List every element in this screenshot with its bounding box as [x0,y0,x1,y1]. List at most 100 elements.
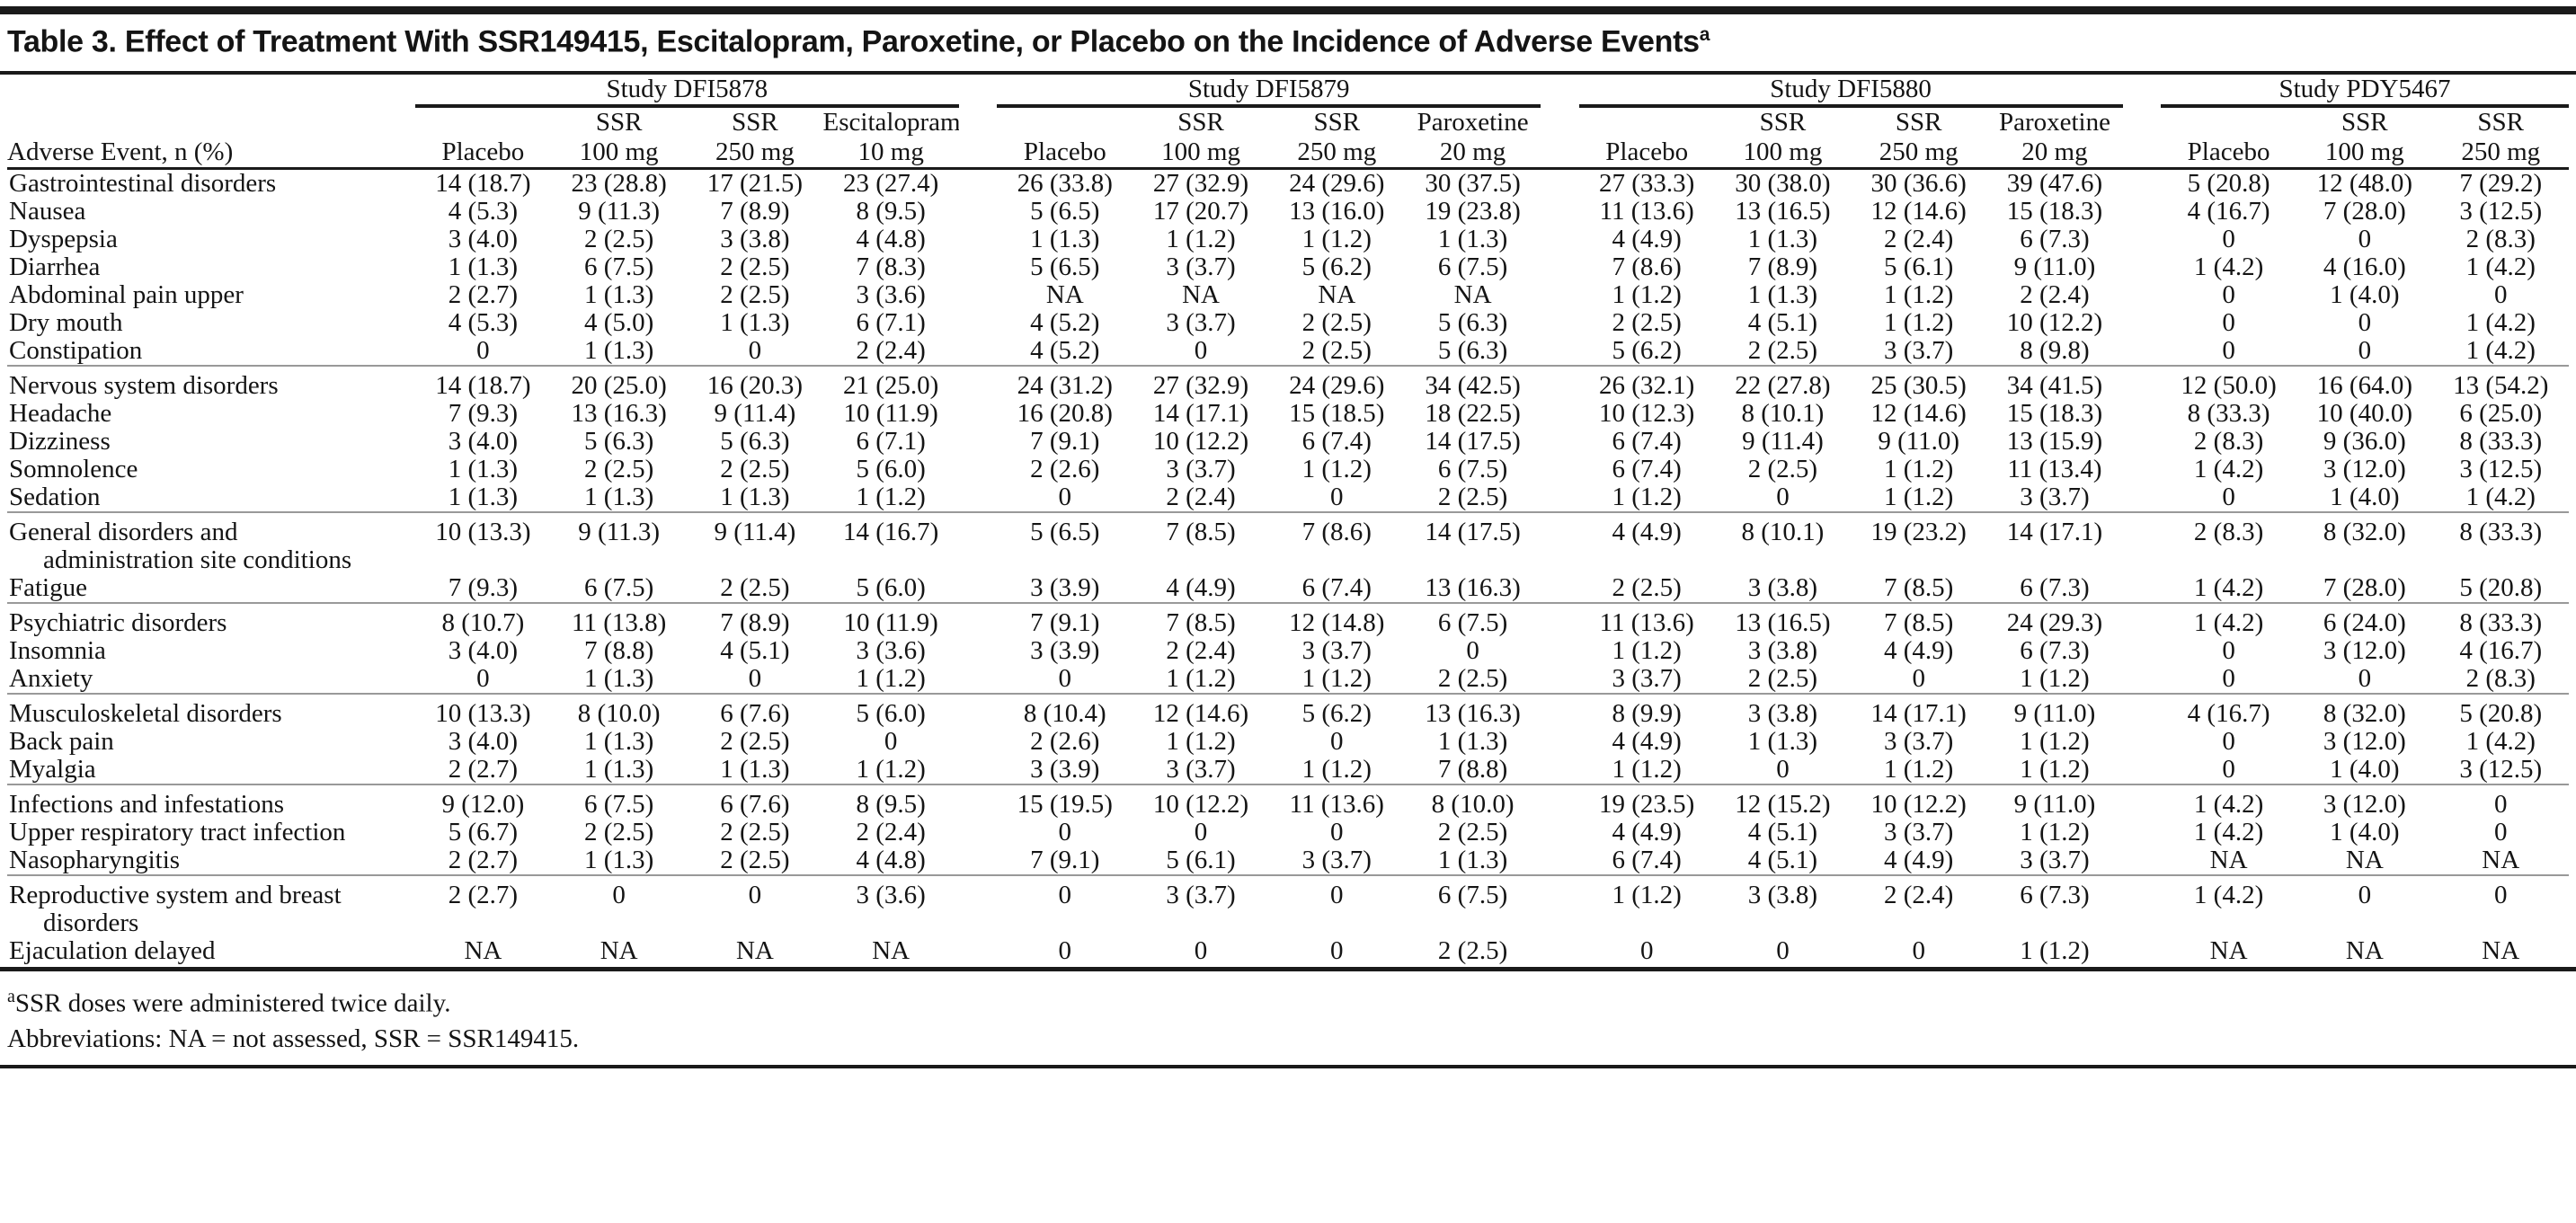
table-cell: 3 (3.7) [1166,756,1236,784]
table-cell: 1 (1.2) [1612,483,1682,512]
table-row: Dizziness 3 (4.0) 5 (6.3) 5 (6.3) 6 (7.1) 7 (… [7,428,2569,456]
cell-gap [2123,637,2161,665]
row-label: Somnolence [7,456,415,483]
cell-gap [2122,365,2161,401]
row-label: Sedation [7,483,415,512]
drug-header: SSR [1895,108,1942,137]
table-cell: NA [2482,937,2520,966]
table-cell: 6 (7.5) [551,784,688,820]
table-cell: 3 (3.7) [1884,819,1954,847]
table-cell: 1 (4.2) [2193,819,2264,847]
table-cell: 14 (17.5) [1404,511,1541,575]
cell-gap [2122,602,2161,638]
table-cell: 1 (4.0) [2330,281,2400,310]
drug-gap [2123,106,2161,137]
table-cell: 3 (3.6) [822,874,959,938]
table-cell: 1 (1.2) [2020,665,2090,694]
table-cell: 1 (4.0) [2330,819,2400,847]
table-cell: 1 (1.2) [2020,756,2090,784]
dose-header: 250 mg [2432,137,2569,171]
table-cell: 0 [1639,937,1654,966]
table-cell: NA [464,937,502,966]
table-cell: 15 (19.5) [997,784,1133,820]
dose-header: Placebo [1578,137,1715,171]
table-cell: 7 (9.1) [1030,846,1100,875]
table-row: Psychiatric disorders 8 (10.7) 11 (13.8) 7 … [7,602,2569,638]
row-label: Dizziness [7,428,415,456]
cell-gap [958,784,998,820]
table-cell: 14 (17.1) [1152,400,1249,429]
table-cell: 7 (8.9) [687,602,823,638]
table-cell: 1 (4.0) [2330,756,2400,784]
study-spanner: Study DFI5879 [997,75,1541,109]
table-cell: 7 (9.3) [448,400,519,429]
table-cell: 11 (13.8) [551,602,688,638]
table-cell: 2 (8.3) [2465,665,2536,694]
table-cell: 19 (23.2) [1851,511,1987,575]
table-cell: 1 (1.2) [856,756,926,784]
table-cell: 2 (2.5) [1301,337,1372,366]
cell-gap [1541,937,1578,965]
table-cell: 2 (2.5) [1437,819,1508,847]
cell-gap [959,400,997,428]
row-label-line1: Musculoskeletal disorders [9,699,282,729]
table-cell: 13 (54.2) [2432,365,2569,401]
table-row: Myalgia 2 (2.7) 1 (1.3) 1 (1.3) 1 (1.2) 3 (3.… [7,756,2569,784]
table-cell: 0 [1466,637,1479,666]
table-cell: 6 (7.4) [1612,428,1682,456]
table-cell: 0 [687,874,823,938]
table-cell: 6 (7.3) [2020,637,2090,666]
cell-gap [959,937,997,965]
cell-gap [1541,456,1578,483]
cell-gap [959,728,997,756]
table-cell: 11 (13.6) [1599,198,1694,226]
cell-gap [2122,693,2161,729]
table-cell: 15 (18.3) [2006,400,2103,429]
table-cell: 3 (3.7) [1884,728,1954,757]
cell-gap [2123,169,2161,199]
table-cell: 10 (11.9) [822,602,959,638]
table-cell: 13 (16.3) [1404,693,1541,729]
drug-header: Paroxetine [1998,108,2110,137]
cell-gap [959,819,997,846]
cell-gap [2123,846,2161,875]
table-cell: 14 (18.7) [414,365,552,401]
table-cell: 14 (17.1) [1851,693,1987,729]
row-label-line2: administration site conditions [43,545,352,575]
table-cell: 3 (12.0) [2296,784,2433,820]
table-cell: 5 (6.5) [1030,198,1100,226]
table-cell: 34 (41.5) [1986,365,2123,401]
cell-gap [1541,511,1579,575]
table-cell: 8 (10.1) [1741,400,1825,429]
table-cell: 8 (32.0) [2296,511,2433,575]
table-cell: 1 (4.2) [2465,253,2536,282]
table-cell: 10 (11.9) [843,400,938,429]
table-cell: 1 (1.3) [583,483,654,512]
table-cell: 1 (1.2) [1166,728,1236,757]
table-cell: 3 (3.6) [856,637,926,666]
table-row: Abdominal pain upper 2 (2.7) 1 (1.3) 2 (2.5… [7,281,2569,309]
table-cell: 15 (18.5) [1289,400,1385,429]
row-label-line1: Insomnia [9,637,106,666]
table-cell: 1 (1.3) [1747,226,1818,254]
table-cell: 8 (9.5) [822,784,959,820]
row-label: Nervous system disorders [7,365,415,401]
cell-gap [1541,574,1578,603]
table-cell: 3 (3.7) [1301,637,1372,666]
table-cell: 6 (7.3) [1986,874,2123,938]
table-row: Back pain 3 (4.0) 1 (1.3) 2 (2.5) 0 2 (2.6) 1 … [7,728,2569,756]
table-cell: 12 (14.8) [1268,602,1405,638]
cell-gap [959,846,997,875]
table-cell: 2 (2.7) [414,874,552,938]
table-cell: 2 (2.4) [2020,281,2090,310]
table-cell: 14 (17.1) [1986,511,2123,575]
table-cell: 2 (2.5) [1612,309,1682,338]
table-cell: 2 (2.5) [720,253,790,282]
table-cell: 1 (1.2) [1612,637,1682,666]
cell-gap [2123,756,2161,784]
table-cell: 8 (10.0) [551,693,688,729]
table-cell: 0 [1058,665,1072,694]
table-cell: 9 (11.0) [1878,428,1960,456]
table-cell: 7 (8.3) [856,253,926,282]
